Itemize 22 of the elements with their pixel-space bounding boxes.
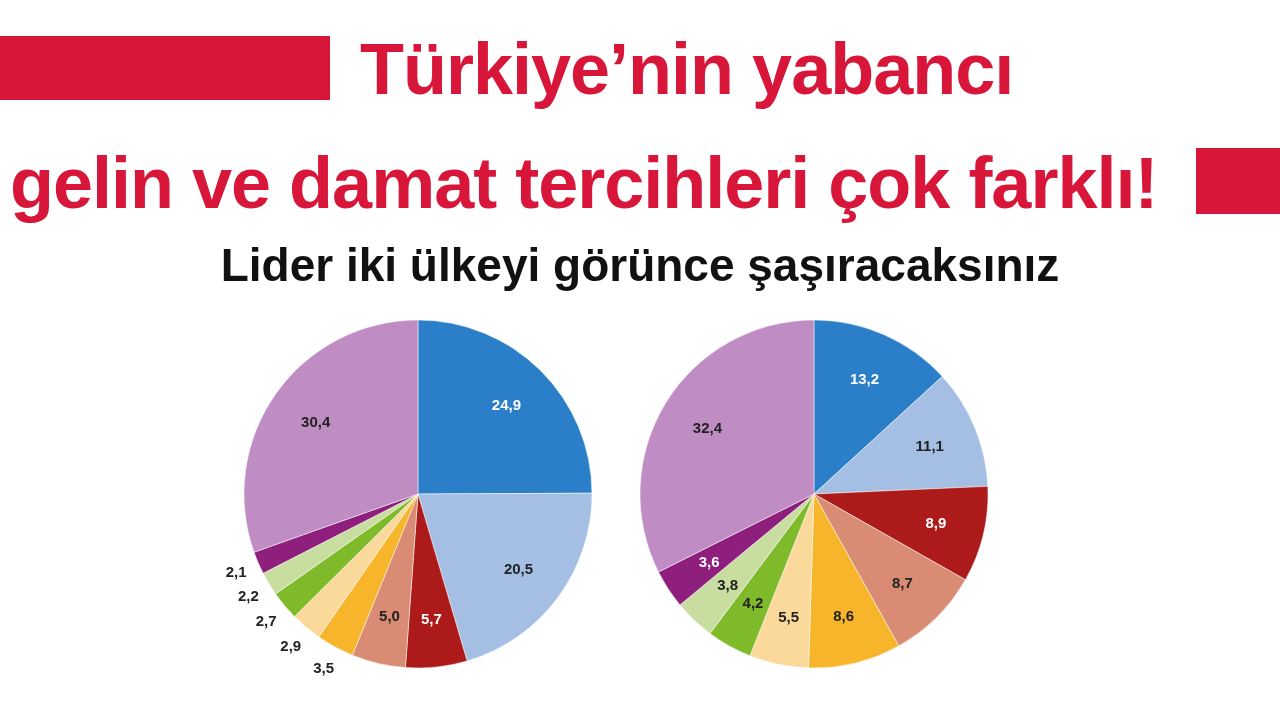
data-label: 11,1 [915, 437, 944, 455]
data-label: 24,9 [491, 396, 521, 414]
data-label: 2,9 [280, 636, 302, 654]
chart-title: Türkiye’nin yabancı gelin ve damat tercihleri çok farklı! [10, 28, 1159, 225]
data-label: 4,2 [742, 594, 764, 612]
data-label: 2,7 [255, 612, 277, 630]
data-label: 8,7 [891, 573, 913, 591]
data-label: 8,6 [833, 606, 855, 624]
data-label: 5,5 [778, 607, 800, 625]
data-label: 5,0 [379, 606, 400, 624]
data-label: 32,4 [692, 419, 723, 437]
data-label: 3,8 [717, 575, 739, 593]
data-label: 5,7 [420, 609, 442, 627]
data-label: 3,5 [313, 659, 335, 677]
data-label: 13,2 [849, 370, 880, 388]
chart-subtitle: Lider iki ülkeyi görünce şaşıracaksınız [219, 238, 1061, 292]
data-label: 2,2 [238, 587, 259, 605]
data-label: 30,4 [301, 412, 331, 430]
data-label: 2,1 [225, 563, 247, 581]
data-label: 3,6 [698, 553, 720, 571]
data-label: 8,9 [925, 514, 947, 532]
data-label: 20,5 [503, 559, 534, 577]
